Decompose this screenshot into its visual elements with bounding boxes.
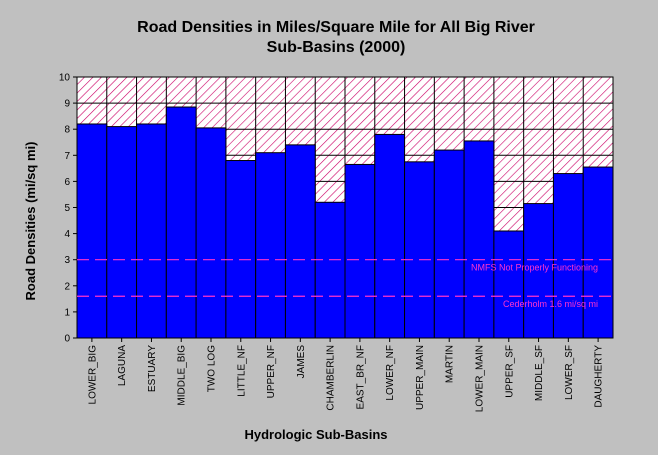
bar-little-nf <box>225 160 257 339</box>
y-tick-label-5: 5 <box>64 203 70 214</box>
bar-upper-nf <box>255 152 286 339</box>
y-tick-label-0: 0 <box>64 334 70 345</box>
x-tick-label-middle-sf: MIDDLE_SF <box>534 345 545 401</box>
y-tick-label-9: 9 <box>64 99 70 110</box>
bar-lower-main <box>463 140 495 339</box>
x-tick-label-daugherty: DAUGHERTY <box>594 345 605 408</box>
bars <box>76 106 614 339</box>
x-tick-label-chamberlin: CHAMBERLIN <box>326 345 337 411</box>
bar-middle-big <box>165 106 197 339</box>
bar-lower-nf <box>374 133 406 339</box>
bar-chamberlin <box>314 201 346 339</box>
y-tick-label-6: 6 <box>64 177 70 188</box>
x-tick-label-upper-main: UPPER_MAIN <box>415 345 426 410</box>
bar-estuary <box>136 123 167 339</box>
bar-martin <box>433 149 465 339</box>
chart-title-line-1: Road Densities in Miles/Square Mile for … <box>137 19 535 36</box>
bar-upper-main <box>404 161 435 339</box>
x-tick-label-east-br-nf: EAST_BR_NF <box>355 345 366 409</box>
bar-two-log <box>195 127 227 339</box>
x-axis-ticks: LOWER_BIG LAGUNA ESTUARY MIDDLE_BIG TWO LOG L… <box>87 338 605 412</box>
bar-middle-sf <box>523 203 554 339</box>
y-tick-label-4: 4 <box>64 229 70 240</box>
bar-upper-sf <box>493 230 525 339</box>
bar-james <box>284 144 316 339</box>
x-tick-label-middle-big: MIDDLE_BIG <box>177 345 188 406</box>
x-tick-label-lower-sf: LOWER_SF <box>564 345 575 400</box>
reference-lines: NMFS Not Properly Functioning Cederholm 1… <box>77 259 613 309</box>
y-tick-label-3: 3 <box>64 255 70 266</box>
y-tick-label-8: 8 <box>64 125 70 136</box>
x-tick-label-martin: MARTIN <box>445 345 456 383</box>
x-tick-label-estuary: ESTUARY <box>147 345 158 392</box>
bar-east-br-nf <box>344 163 376 339</box>
bar-lower-sf <box>552 173 584 339</box>
bar-laguna <box>106 126 138 339</box>
reference-line-label-2: Cederholm 1.6 mi/sq mi <box>503 299 598 309</box>
y-axis-ticks: 0 1 2 3 4 5 6 7 8 9 10 <box>59 73 77 345</box>
y-tick-label-2: 2 <box>64 281 70 292</box>
x-tick-label-little-nf: LITTLE_NF <box>236 345 247 397</box>
x-tick-label-upper-nf: UPPER_NF <box>266 345 277 398</box>
x-tick-label-james: JAMES <box>296 345 307 379</box>
bar-daugherty <box>582 166 614 339</box>
x-tick-label-lower-nf: LOWER_NF <box>385 345 396 401</box>
x-axis-label: Hydrologic Sub-Basins <box>244 427 387 442</box>
x-tick-label-laguna: LAGUNA <box>117 345 128 386</box>
y-tick-label-1: 1 <box>64 307 70 318</box>
x-tick-label-lower-main: LOWER_MAIN <box>475 345 486 412</box>
x-tick-label-two-log: TWO LOG <box>207 345 218 392</box>
x-tick-label-upper-sf: UPPER_SF <box>504 345 515 398</box>
reference-line-label-1: NMFS Not Properly Functioning <box>471 263 598 273</box>
y-axis-label: Road Densities (mi/sq mi) <box>23 142 38 301</box>
y-tick-label-10: 10 <box>59 73 71 84</box>
chart-title-line-2: Sub-Basins (2000) <box>267 39 406 56</box>
y-tick-label-7: 7 <box>64 151 70 162</box>
x-tick-label-lower-big: LOWER_BIG <box>87 345 98 405</box>
bar-lower-big <box>76 123 108 339</box>
